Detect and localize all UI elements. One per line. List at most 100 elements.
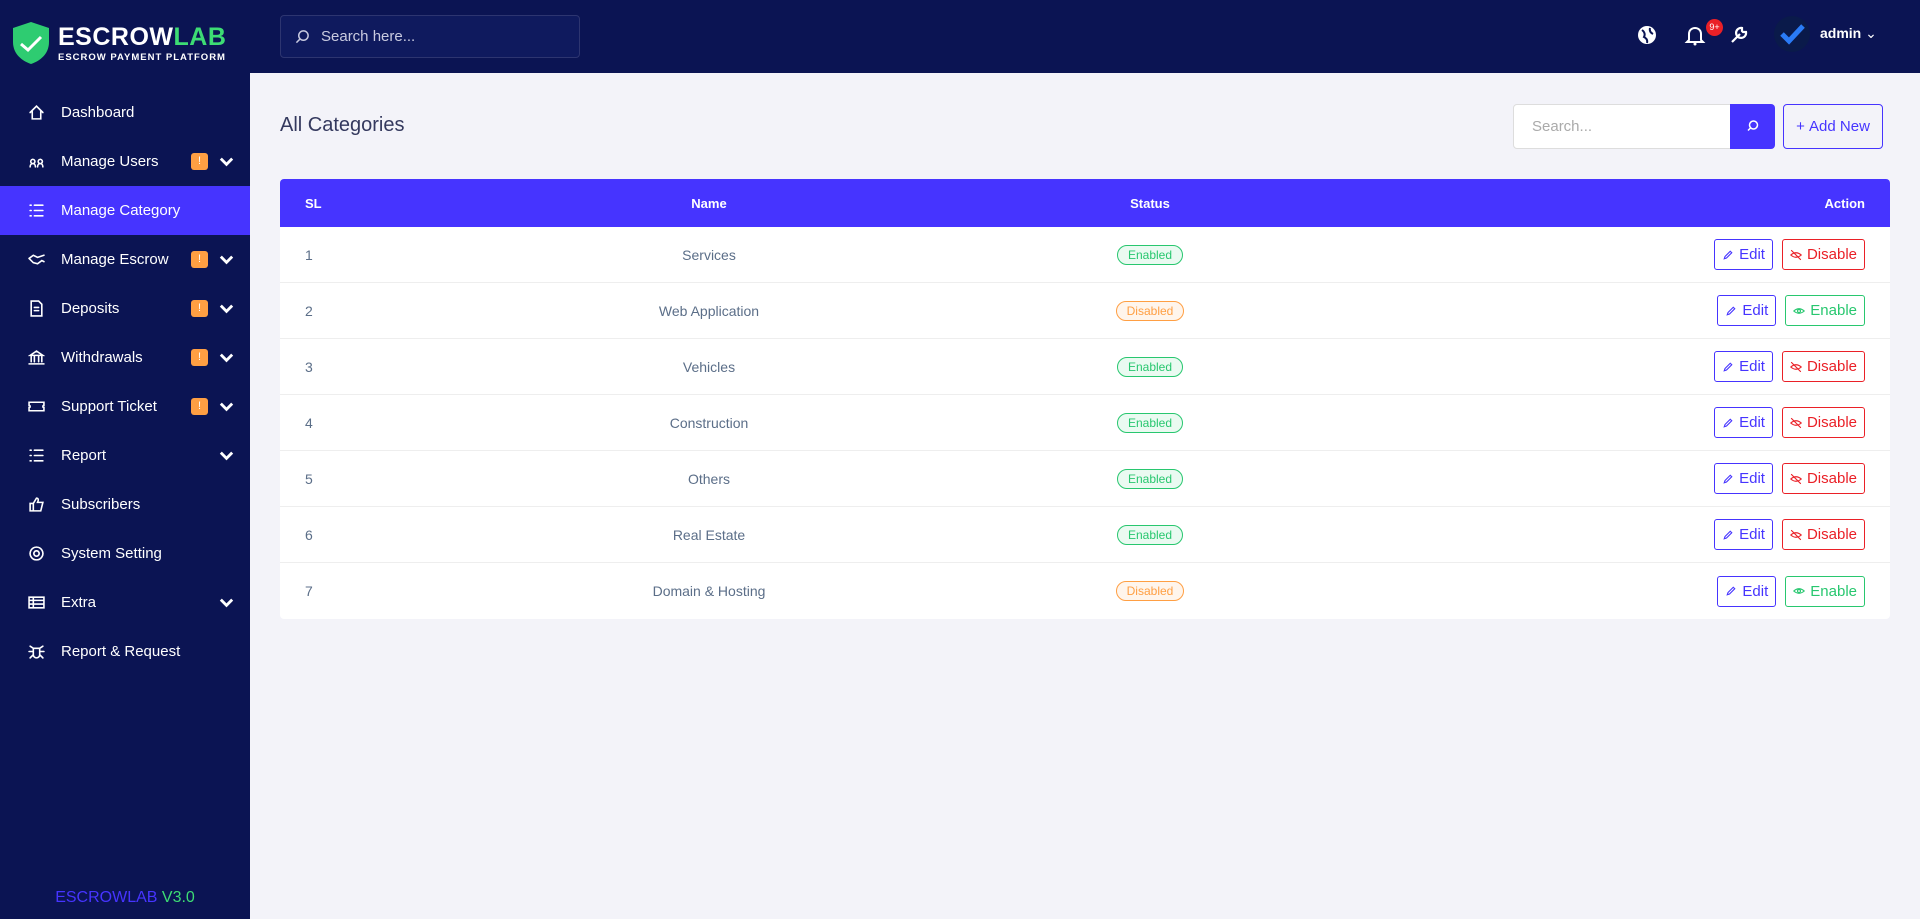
- action-button[interactable]: Disable: [1781, 463, 1865, 494]
- icon-part: [29, 449, 44, 462]
- menu-label: Deposits: [61, 300, 120, 317]
- menu-item[interactable]: Manage Users!: [0, 137, 250, 186]
- button-icon: [1790, 249, 1802, 260]
- icon-part: [1693, 42, 1697, 46]
- icon-part: [1723, 529, 1733, 540]
- page-title: All Categories: [280, 114, 405, 136]
- search-placeholder: Search...: [1532, 118, 1593, 135]
- button-icon: [1726, 305, 1736, 316]
- action-button[interactable]: Enable: [1785, 295, 1865, 326]
- menu-icon: [29, 546, 44, 561]
- button-icon: [1790, 417, 1802, 428]
- action-button[interactable]: Enable: [1785, 575, 1865, 607]
- status-cell: Enabled: [1050, 451, 1250, 506]
- brand-name: ESCROWLAB: [58, 23, 226, 52]
- logo-shield: [13, 22, 49, 64]
- icon-part: [1790, 361, 1802, 372]
- menu-icon: [28, 645, 45, 659]
- avatar[interactable]: [1774, 16, 1810, 52]
- menu-label: Manage Category: [61, 202, 181, 219]
- chevron: [219, 304, 234, 314]
- category-name: Vehicles: [682, 358, 736, 375]
- icon-part: [219, 157, 234, 167]
- menu-label: Withdrawals: [61, 349, 143, 366]
- shield-mark: [20, 35, 43, 53]
- notification-icon[interactable]: [1684, 24, 1706, 46]
- action-label: Edit: [1742, 582, 1769, 600]
- menu-item[interactable]: Report: [0, 431, 250, 480]
- category-name: Web Application: [658, 302, 760, 319]
- menu-label: Subscribers: [61, 496, 141, 513]
- action-label: Edit: [1742, 302, 1769, 319]
- brand-part: LAB: [173, 23, 227, 51]
- page-search[interactable]: Search...: [1513, 104, 1731, 149]
- menu-item[interactable]: Deposits!: [0, 284, 250, 333]
- column-header: Action: [1824, 195, 1865, 211]
- table-row: 4 Construction Enabled Edit Disable: [280, 395, 1890, 451]
- action-cell: Edit Disable: [1714, 395, 1865, 450]
- menu-item[interactable]: Manage Escrow!: [0, 235, 250, 284]
- icon-part: [1790, 473, 1802, 484]
- status-badge: Enabled: [1116, 524, 1184, 545]
- icon-part: [1731, 26, 1748, 43]
- status-cell: Enabled: [1050, 227, 1250, 282]
- icon-part: [29, 497, 44, 512]
- menu-item[interactable]: Subscribers: [0, 480, 250, 529]
- plus: +: [1796, 118, 1810, 135]
- menu-icon: [28, 350, 45, 365]
- menu-icon: [29, 449, 44, 462]
- button-icon: [1723, 249, 1733, 260]
- button-icon: [1790, 473, 1802, 484]
- icon-part: [1726, 586, 1736, 596]
- icon-part: [1748, 120, 1759, 130]
- settings-icon[interactable]: [1728, 24, 1750, 46]
- menu-item[interactable]: Manage Category: [0, 186, 250, 235]
- action-button[interactable]: Edit: [1714, 407, 1773, 438]
- action-label: Edit: [1739, 358, 1765, 375]
- icon-part: [1723, 417, 1733, 428]
- action-button[interactable]: Disable: [1781, 239, 1865, 270]
- menu-item[interactable]: Withdrawals!: [0, 333, 250, 382]
- menu-label: Report & Request: [61, 643, 181, 660]
- action-button[interactable]: Edit: [1717, 295, 1777, 326]
- status-badge: Enabled: [1116, 412, 1184, 433]
- icon-part: [1723, 473, 1733, 484]
- menu-badge: !: [191, 349, 208, 366]
- action-button[interactable]: Disable: [1781, 519, 1865, 550]
- action-button[interactable]: Edit: [1714, 463, 1773, 494]
- chevron: [219, 402, 234, 412]
- add-new-button[interactable]: + Add New: [1783, 104, 1883, 149]
- user-menu[interactable]: admin ⌄: [1820, 25, 1877, 42]
- menu-item[interactable]: Extra: [0, 578, 250, 627]
- icon-part: [28, 254, 45, 265]
- search-button[interactable]: [1730, 104, 1775, 149]
- action-button[interactable]: Disable: [1781, 351, 1865, 382]
- button-icon: [1723, 473, 1733, 484]
- menu-badge: !: [191, 251, 208, 268]
- menu-item[interactable]: Dashboard: [0, 88, 250, 137]
- action-cell: Edit Disable: [1714, 227, 1865, 282]
- menu-item[interactable]: System Setting: [0, 529, 250, 578]
- language-icon[interactable]: [1636, 24, 1658, 46]
- action-label: Edit: [1739, 470, 1765, 487]
- icon-part: [1747, 127, 1752, 132]
- logo[interactable]: ESCROWLAB ESCROW PAYMENT PLATFORM: [10, 18, 226, 68]
- action-button[interactable]: Edit: [1714, 519, 1773, 550]
- status-badge: Disabled: [1115, 300, 1185, 321]
- action-button[interactable]: Edit: [1714, 239, 1773, 270]
- menu-icon: [29, 158, 44, 168]
- menu-item[interactable]: Report & Request: [0, 627, 250, 676]
- action-button[interactable]: Edit: [1714, 351, 1773, 382]
- action-button[interactable]: Edit: [1717, 575, 1777, 607]
- action-cell: Edit Disable: [1714, 451, 1865, 506]
- brand-tagline: ESCROW PAYMENT PLATFORM: [58, 52, 226, 63]
- sl: 4: [305, 414, 313, 431]
- menu-item[interactable]: Support Ticket!: [0, 382, 250, 431]
- category-name: Others: [687, 470, 730, 487]
- brand-part: ESCROW: [58, 23, 174, 51]
- button-icon: [1790, 361, 1802, 372]
- top-search[interactable]: Search here...: [280, 15, 580, 58]
- action-button[interactable]: Disable: [1781, 407, 1865, 438]
